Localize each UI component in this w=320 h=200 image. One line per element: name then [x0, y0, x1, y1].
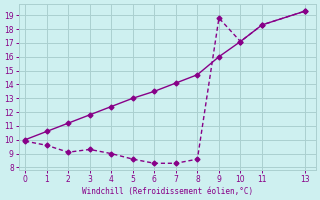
X-axis label: Windchill (Refroidissement éolien,°C): Windchill (Refroidissement éolien,°C): [82, 187, 253, 196]
